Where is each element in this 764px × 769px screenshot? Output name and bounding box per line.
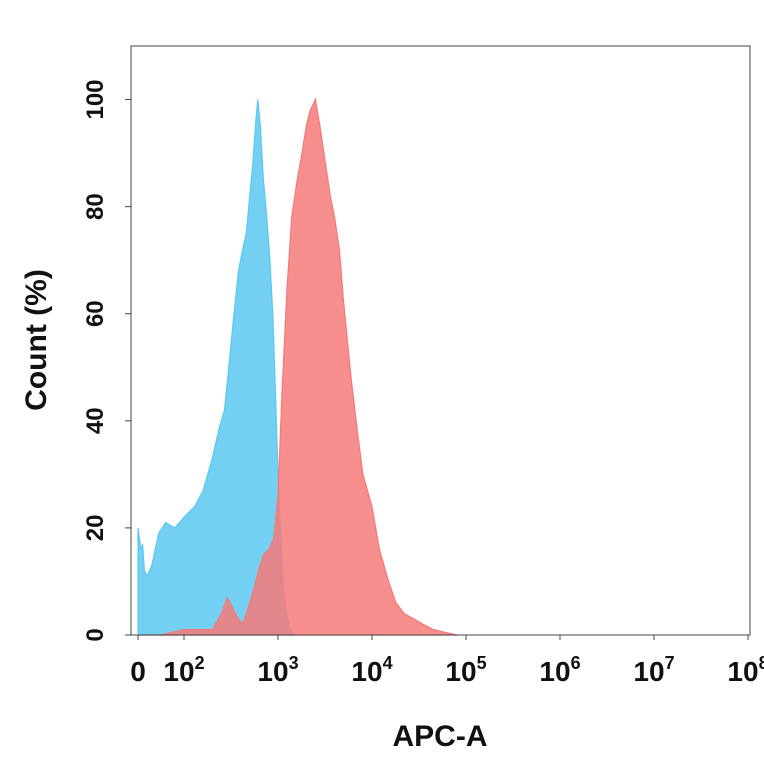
series-layer [137, 97, 458, 636]
x-tick-label: 107 [633, 653, 674, 687]
y-axis: 0 20 40 60 80 100 [82, 79, 131, 642]
series-1-area [137, 99, 296, 636]
y-tick-label: 60 [82, 300, 109, 327]
y-tick-label: 80 [82, 193, 109, 220]
x-tick-label: 105 [445, 653, 486, 687]
y-tick-label: 100 [82, 79, 109, 119]
x-axis-title: APC-A [393, 720, 488, 753]
y-tick-label: 40 [82, 407, 109, 434]
plot-frame [130, 45, 751, 636]
y-tick-label: 20 [82, 515, 109, 542]
x-tick-label: 103 [257, 653, 298, 687]
series-2-area [138, 97, 458, 636]
x-axis: 0 102 103 104 105 106 107 108 [130, 635, 764, 687]
x-tick-label: 102 [163, 653, 204, 687]
x-tick-label: 104 [351, 653, 392, 687]
y-axis-title: Count (%) [20, 269, 53, 411]
x-tick-label: 0 [130, 656, 146, 687]
y-tick-label: 0 [82, 628, 109, 641]
x-tick-label: 106 [539, 653, 580, 687]
x-tick-label: 108 [727, 653, 764, 687]
